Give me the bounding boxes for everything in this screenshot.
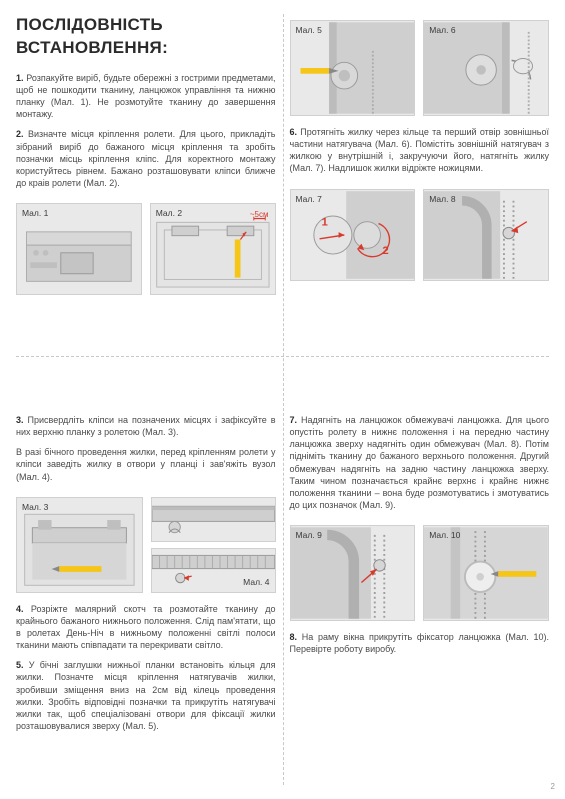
step-7: 7. Надягніть на ланцюжок обмежувачі ланц… [290, 414, 550, 511]
step-7-text: Надягніть на ланцюжок обмежувачі ланцюжк… [290, 415, 550, 510]
figure-4b: Мал. 4 [151, 548, 276, 593]
step-6-text: Протягніть жилку через кільце та перший … [290, 127, 550, 173]
step-1-num: 1. [16, 73, 24, 83]
fig-row-5-6: Мал. 5 Мал. 6 [290, 20, 550, 116]
step-2: 2. Визначте місця кріплення ролети. Для … [16, 128, 276, 189]
figure-6-label: Мал. 6 [429, 25, 455, 36]
fig-row-1-2: Мал. 1 Мал. 2 ~5см [16, 203, 276, 295]
figure-2-label: Мал. 2 [156, 208, 182, 219]
figure-10: Мал. 10 [423, 525, 549, 621]
page-number: 2 [551, 782, 555, 793]
figure-8: Мал. 8 [423, 189, 549, 281]
step-6-num: 6. [290, 127, 298, 137]
step-2-text: Визначте місця кріплення ролети. Для цьо… [16, 129, 276, 188]
step-3b: В разі бічного проведення жилки, перед к… [16, 446, 276, 482]
figure-10-label: Мал. 10 [429, 530, 460, 541]
step-8-num: 8. [290, 632, 298, 642]
fig-row-9-10: Мал. 9 Мал. 10 [290, 525, 550, 621]
figure-3-label: Мал. 3 [22, 502, 48, 513]
figure-7: Мал. 7 1 2 [290, 189, 416, 281]
figure-2: Мал. 2 ~5см [150, 203, 276, 295]
step-5-text: У бічні заглушки нижньої планки встанові… [16, 660, 276, 731]
figure-4-stack: Мал. 4 [151, 497, 276, 593]
step-7-num: 7. [290, 415, 298, 425]
figure-8-label: Мал. 8 [429, 194, 455, 205]
step-5: 5. У бічні заглушки нижньої планки встан… [16, 659, 276, 732]
figure-1: Мал. 1 [16, 203, 142, 295]
step-1: 1. Розпакуйте виріб, будьте обережні з г… [16, 72, 276, 121]
step-4: 4. Розріжте малярний скотч та розмотайте… [16, 603, 276, 652]
figure-6: Мал. 6 [423, 20, 549, 116]
step-3: 3. Присвердліть кліпси на позначених міс… [16, 414, 276, 438]
step-8: 8. На раму вікна прикрутіть фіксатор лан… [290, 631, 550, 655]
step-6: 6. Протягніть жилку через кільце та перш… [290, 126, 550, 175]
figure-9: Мал. 9 [290, 525, 416, 621]
step-2-num: 2. [16, 129, 24, 139]
step-1-text: Розпакуйте виріб, будьте обережні з гост… [16, 73, 276, 119]
figure-4a-svg [152, 498, 275, 541]
figure-5: Мал. 5 [290, 20, 416, 116]
figure-7-label: Мал. 7 [296, 194, 322, 205]
step-3-text: Присвердліть кліпси на позначених місцях… [16, 415, 276, 437]
quadrant-top-left: ПОСЛІДОВНІСТЬ ВСТАНОВЛЕННЯ: 1. Розпакуйт… [16, 14, 276, 352]
step-4-num: 4. [16, 604, 24, 614]
step-3-num: 3. [16, 415, 24, 425]
figure-4a [151, 497, 276, 542]
vertical-divider [283, 14, 284, 785]
svg-text:1: 1 [321, 216, 328, 228]
fig-row-7-8: Мал. 7 1 2 Мал. 8 [290, 189, 550, 281]
figure-9-label: Мал. 9 [296, 530, 322, 541]
quadrant-bottom-left: 3. Присвердліть кліпси на позначених міс… [16, 414, 276, 787]
page-title: ПОСЛІДОВНІСТЬ ВСТАНОВЛЕННЯ: [16, 14, 276, 60]
fig-row-3-4: Мал. 3 [16, 497, 276, 593]
figure-5-label: Мал. 5 [296, 25, 322, 36]
step-8-text: На раму вікна прикрутіть фіксатор ланцюж… [290, 632, 550, 654]
step-5-num: 5. [16, 660, 24, 670]
step-4-text: Розріжте малярний скотч та розмотайте тк… [16, 604, 276, 650]
quadrant-bottom-right: 7. Надягніть на ланцюжок обмежувачі ланц… [290, 414, 550, 787]
figure-4-label: Мал. 4 [243, 577, 269, 588]
figure-1-label: Мал. 1 [22, 208, 48, 219]
quadrant-top-right: Мал. 5 Мал. 6 [290, 14, 550, 352]
figure-3: Мал. 3 [16, 497, 143, 593]
